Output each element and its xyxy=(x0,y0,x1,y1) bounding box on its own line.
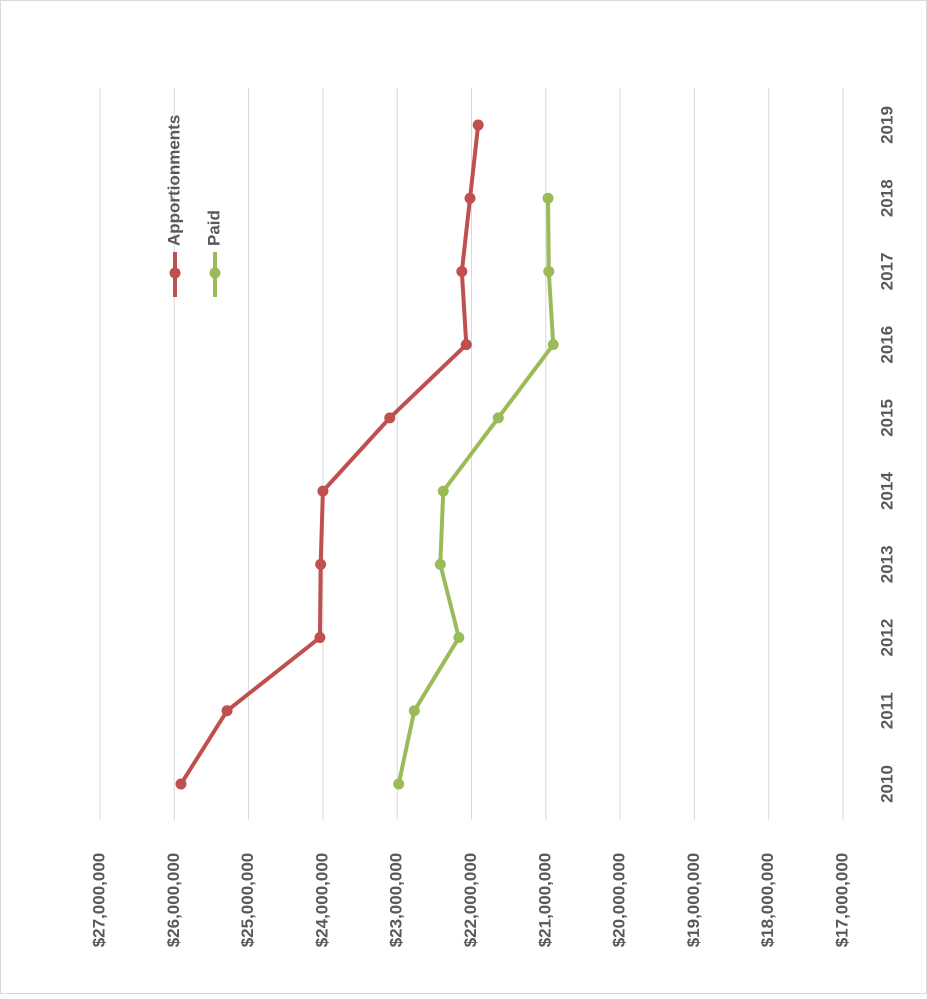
x-tick-label: 2018 xyxy=(877,179,896,217)
legend-marker xyxy=(209,267,221,279)
data-point xyxy=(543,265,555,277)
x-tick-label: 2014 xyxy=(877,472,896,510)
y-tick-label: $23,000,000 xyxy=(387,853,406,948)
x-tick-label: 2019 xyxy=(877,106,896,144)
y-tick-label: $21,000,000 xyxy=(535,853,554,948)
y-tick-label: $17,000,000 xyxy=(832,853,851,948)
data-point xyxy=(384,412,396,424)
data-point xyxy=(317,485,329,497)
data-point xyxy=(453,632,465,644)
data-point xyxy=(492,412,504,424)
y-tick-label: $20,000,000 xyxy=(610,853,629,948)
data-point xyxy=(314,632,326,644)
data-point xyxy=(393,778,405,790)
y-tick-label: $24,000,000 xyxy=(312,853,331,948)
data-point xyxy=(175,778,187,790)
data-point xyxy=(434,558,446,570)
x-tick-label: 2013 xyxy=(877,545,896,583)
data-point xyxy=(464,192,476,204)
legend-label: Apportionments xyxy=(164,115,183,246)
data-point xyxy=(221,705,233,717)
y-tick-label: $18,000,000 xyxy=(758,853,777,948)
x-tick-label: 2011 xyxy=(877,692,896,729)
x-tick-label: 2017 xyxy=(877,253,896,291)
legend-label: Paid xyxy=(204,210,223,246)
data-point xyxy=(437,485,449,497)
data-point xyxy=(456,265,468,277)
legend-marker xyxy=(169,267,181,279)
y-tick-label: $22,000,000 xyxy=(461,853,480,948)
x-tick-label: 2010 xyxy=(877,765,896,803)
data-point xyxy=(408,705,420,717)
y-tick-label: $26,000,000 xyxy=(164,853,183,948)
x-tick-label: 2015 xyxy=(877,399,896,437)
x-tick-label: 2012 xyxy=(877,619,896,657)
data-point xyxy=(315,558,327,570)
series-line xyxy=(179,124,481,786)
data-point xyxy=(472,119,484,131)
y-tick-label: $27,000,000 xyxy=(89,853,108,948)
data-point xyxy=(547,339,559,351)
y-tick-label: $25,000,000 xyxy=(238,853,257,948)
x-tick-label: 2016 xyxy=(877,326,896,364)
data-point xyxy=(460,339,472,351)
y-tick-label: $19,000,000 xyxy=(684,853,703,948)
data-point xyxy=(542,192,554,204)
